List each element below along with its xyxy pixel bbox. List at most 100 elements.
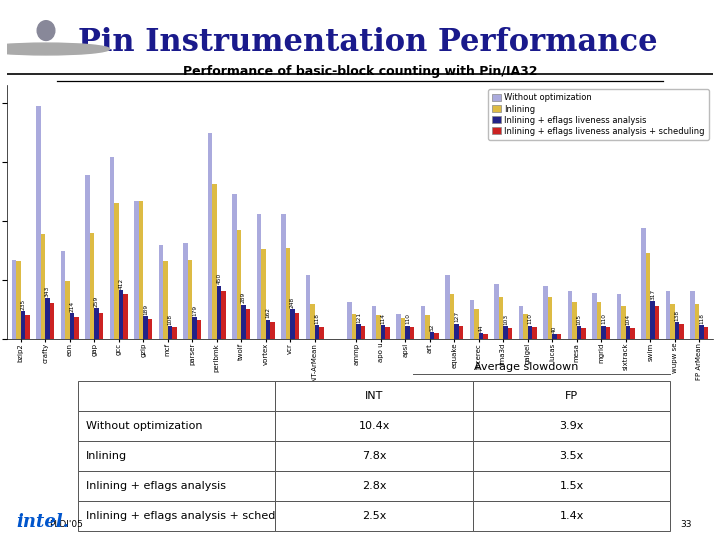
Bar	[410, 327, 415, 339]
Bar	[568, 292, 572, 339]
Text: 248: 248	[290, 297, 295, 308]
Bar	[385, 327, 390, 339]
Bar	[646, 253, 650, 339]
Bar	[241, 305, 246, 339]
Text: 179: 179	[192, 305, 197, 316]
Legend: Without optimization, Inlining, Inlining + eflags liveness analysis, Inlining + : Without optimization, Inlining, Inlining…	[488, 89, 708, 140]
Text: 162: 162	[266, 307, 271, 318]
Bar	[372, 306, 377, 339]
Bar	[168, 326, 172, 339]
Bar	[246, 309, 251, 339]
Bar	[134, 201, 139, 339]
Bar	[65, 281, 70, 339]
Bar	[294, 313, 300, 339]
Bar	[207, 133, 212, 339]
Bar	[319, 327, 324, 339]
Text: 214: 214	[69, 301, 74, 312]
Bar	[381, 325, 385, 339]
Bar	[261, 249, 266, 339]
Bar	[25, 315, 30, 339]
Bar	[655, 306, 660, 339]
Text: 289: 289	[241, 292, 246, 303]
Bar	[50, 303, 54, 339]
Text: 40: 40	[552, 325, 557, 333]
Bar	[508, 328, 513, 339]
Bar	[597, 302, 601, 339]
Bar	[74, 317, 78, 339]
Text: 118: 118	[699, 313, 704, 323]
Bar	[699, 325, 704, 339]
Bar	[192, 318, 197, 339]
Bar	[581, 328, 586, 339]
Bar	[532, 327, 537, 339]
Bar	[552, 334, 557, 339]
Text: 118: 118	[315, 313, 320, 323]
Bar	[163, 261, 168, 339]
Bar	[503, 327, 508, 339]
Bar	[114, 203, 119, 339]
Bar	[21, 311, 25, 339]
Bar	[434, 333, 439, 339]
Bar	[139, 201, 143, 339]
Bar	[593, 293, 597, 339]
Text: Pin Instrumentation Performance: Pin Instrumentation Performance	[78, 27, 657, 58]
Bar	[221, 292, 226, 339]
Bar	[690, 292, 695, 339]
Bar	[40, 234, 45, 339]
Bar	[183, 243, 188, 339]
Text: 110: 110	[601, 313, 606, 325]
Bar	[518, 306, 523, 339]
Bar	[670, 304, 675, 339]
Bar	[99, 313, 103, 339]
Bar	[232, 194, 237, 339]
Bar	[577, 326, 581, 339]
Text: 114: 114	[381, 313, 386, 324]
Bar	[188, 260, 192, 339]
Bar	[680, 325, 684, 339]
Text: PLDI'05: PLDI'05	[50, 520, 84, 529]
Bar	[557, 334, 562, 339]
Bar	[266, 320, 270, 339]
Text: 108: 108	[168, 314, 173, 325]
Bar	[695, 304, 699, 339]
Bar	[572, 302, 577, 339]
Text: 33: 33	[680, 520, 692, 529]
Bar	[617, 294, 621, 339]
Bar	[479, 333, 483, 339]
Text: 343: 343	[45, 286, 50, 297]
Bar	[523, 314, 528, 339]
Bar	[675, 322, 680, 339]
Bar	[310, 304, 315, 339]
Bar	[16, 261, 21, 339]
Text: Average slowdown: Average slowdown	[474, 362, 578, 373]
Text: 110: 110	[528, 313, 533, 325]
Circle shape	[0, 43, 109, 55]
Bar	[430, 333, 434, 339]
Text: 412: 412	[119, 278, 123, 289]
Text: 138: 138	[675, 310, 680, 321]
Text: 110: 110	[405, 313, 410, 325]
Bar	[621, 306, 626, 339]
Bar	[12, 260, 16, 339]
Bar	[212, 184, 217, 339]
Bar	[270, 322, 275, 339]
Bar	[494, 285, 499, 339]
Bar	[286, 248, 290, 339]
Bar	[90, 233, 94, 339]
Bar	[606, 327, 611, 339]
Text: 317: 317	[650, 289, 655, 300]
Bar	[305, 275, 310, 339]
Text: 127: 127	[454, 312, 459, 322]
Bar	[356, 325, 361, 339]
Bar	[405, 326, 410, 339]
Text: 104: 104	[626, 314, 631, 325]
Bar	[281, 214, 286, 339]
Bar	[36, 106, 40, 339]
Ellipse shape	[37, 21, 55, 40]
Bar	[420, 306, 426, 339]
Bar	[377, 315, 381, 339]
Bar	[70, 313, 74, 339]
Bar	[459, 326, 464, 339]
Bar	[499, 298, 503, 339]
Bar	[148, 319, 152, 339]
